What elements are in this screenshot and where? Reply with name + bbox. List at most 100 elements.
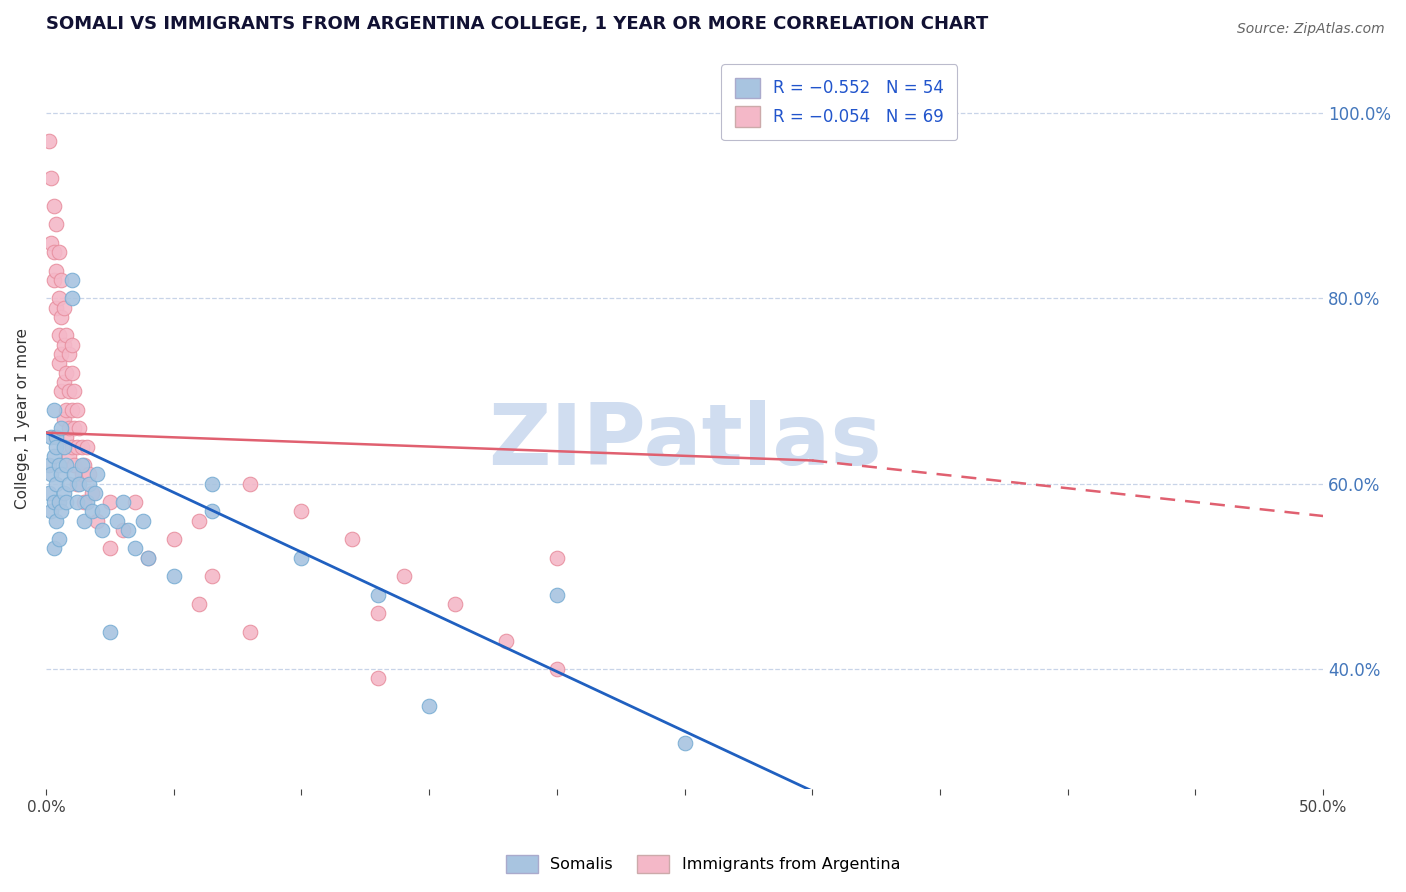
Point <box>73 495 96 509</box>
Text: ZIPatlas: ZIPatlas <box>488 400 882 483</box>
Point <box>70 467 93 482</box>
Point <box>79 476 101 491</box>
Point <box>39 171 62 186</box>
Point <box>70 458 93 472</box>
Point <box>239 624 262 639</box>
Point <box>124 541 146 556</box>
Point <box>201 476 224 491</box>
Point <box>55 458 77 472</box>
Point <box>67 476 90 491</box>
Point <box>443 597 465 611</box>
Point <box>60 440 83 454</box>
Point <box>52 375 75 389</box>
Point <box>201 504 224 518</box>
Point <box>42 449 65 463</box>
Point <box>239 476 262 491</box>
Point <box>45 263 67 277</box>
Point <box>48 328 70 343</box>
Point <box>55 430 77 444</box>
Point <box>51 347 73 361</box>
Point <box>63 421 86 435</box>
Point <box>80 486 103 500</box>
Point <box>39 504 62 518</box>
Point <box>38 134 60 148</box>
Point <box>48 292 70 306</box>
Point <box>42 495 65 509</box>
Point <box>76 440 98 454</box>
Point <box>73 514 96 528</box>
Point <box>48 356 70 370</box>
Point <box>86 514 108 528</box>
Point <box>51 273 73 287</box>
Point <box>107 514 129 528</box>
Point <box>63 467 86 482</box>
Point <box>290 550 312 565</box>
Text: Source: ZipAtlas.com: Source: ZipAtlas.com <box>1237 22 1385 37</box>
Point <box>111 495 134 509</box>
Point <box>60 366 83 380</box>
Point <box>111 523 134 537</box>
Point <box>132 514 155 528</box>
Point <box>48 245 70 260</box>
Point <box>495 634 517 648</box>
Point <box>117 523 139 537</box>
Point <box>367 588 389 602</box>
Point <box>55 366 77 380</box>
Point <box>58 384 80 398</box>
Point <box>58 421 80 435</box>
Point <box>55 495 77 509</box>
Point <box>673 736 696 750</box>
Point <box>163 532 186 546</box>
Point <box>63 458 86 472</box>
Point <box>51 504 73 518</box>
Point <box>98 624 121 639</box>
Point <box>38 486 60 500</box>
Point <box>52 486 75 500</box>
Point <box>79 467 101 482</box>
Point <box>51 384 73 398</box>
Point <box>290 504 312 518</box>
Point <box>39 235 62 250</box>
Y-axis label: College, 1 year or more: College, 1 year or more <box>15 328 30 509</box>
Point <box>136 550 159 565</box>
Point <box>124 495 146 509</box>
Point <box>70 440 93 454</box>
Point <box>73 458 96 472</box>
Point <box>39 467 62 482</box>
Point <box>91 504 114 518</box>
Point <box>60 402 83 417</box>
Point <box>42 402 65 417</box>
Point <box>42 273 65 287</box>
Point <box>418 698 440 713</box>
Point <box>45 440 67 454</box>
Point <box>58 347 80 361</box>
Point <box>51 421 73 435</box>
Point <box>65 440 87 454</box>
Point <box>91 523 114 537</box>
Point <box>367 606 389 620</box>
Point <box>45 218 67 232</box>
Text: SOMALI VS IMMIGRANTS FROM ARGENTINA COLLEGE, 1 YEAR OR MORE CORRELATION CHART: SOMALI VS IMMIGRANTS FROM ARGENTINA COLL… <box>46 15 988 33</box>
Point <box>80 504 103 518</box>
Point <box>42 541 65 556</box>
Legend: Somalis, Immigrants from Argentina: Somalis, Immigrants from Argentina <box>499 848 907 880</box>
Point <box>60 292 83 306</box>
Point <box>65 402 87 417</box>
Point <box>58 449 80 463</box>
Point <box>188 597 211 611</box>
Point <box>52 440 75 454</box>
Point <box>136 550 159 565</box>
Point <box>48 532 70 546</box>
Point <box>65 495 87 509</box>
Point <box>45 514 67 528</box>
Point <box>188 514 211 528</box>
Point <box>55 402 77 417</box>
Legend: R = −0.552   N = 54, R = −0.054   N = 69: R = −0.552 N = 54, R = −0.054 N = 69 <box>721 64 957 140</box>
Point <box>51 467 73 482</box>
Point <box>342 532 364 546</box>
Point <box>42 245 65 260</box>
Point <box>367 671 389 685</box>
Point <box>55 328 77 343</box>
Point <box>67 421 90 435</box>
Point <box>63 384 86 398</box>
